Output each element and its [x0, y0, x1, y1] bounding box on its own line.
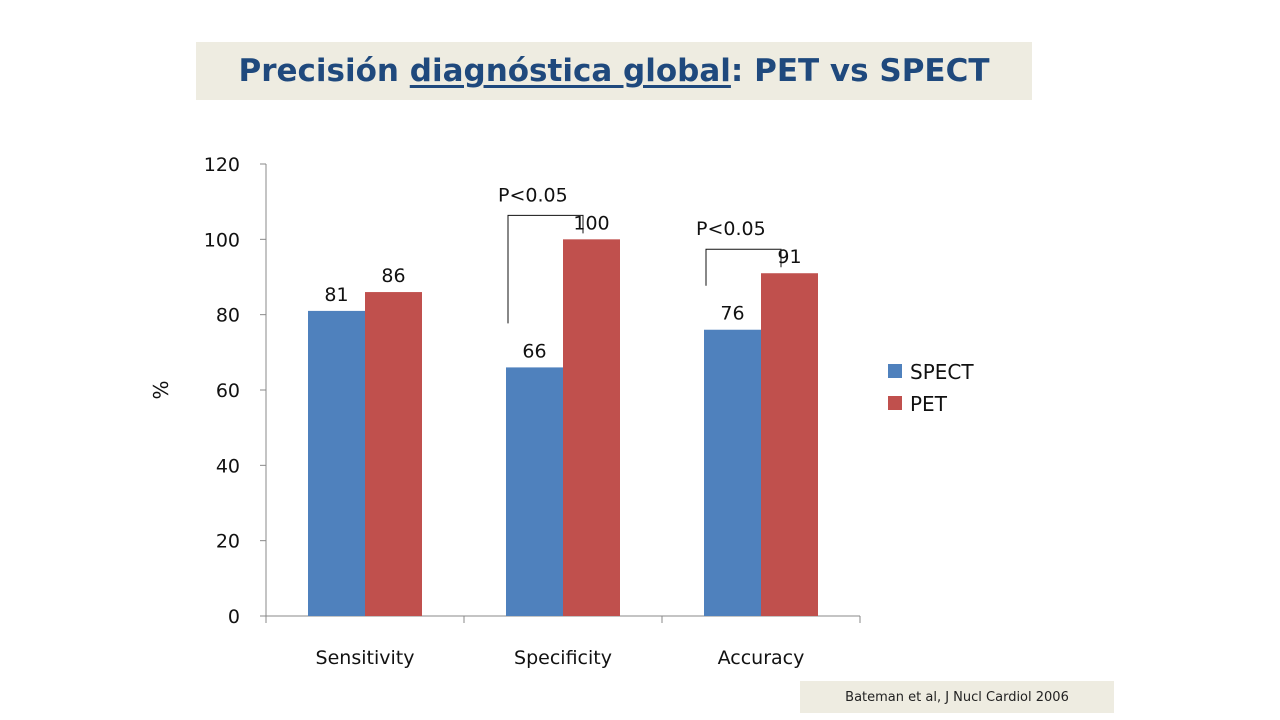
data-label: 86 — [381, 265, 405, 287]
y-tick-label: 100 — [204, 229, 240, 251]
bar-pet — [761, 273, 818, 616]
bar-spect — [308, 310, 365, 616]
y-tick-label: 40 — [216, 455, 240, 477]
citation-box: Bateman et al, J Nucl Cardiol 2006 — [800, 681, 1114, 713]
x-tick-label: Specificity — [514, 647, 612, 669]
legend-label: PET — [910, 392, 948, 416]
data-label: 81 — [324, 284, 348, 306]
bar-pet — [563, 239, 620, 617]
x-tick-label: Accuracy — [718, 647, 805, 669]
data-label: 66 — [522, 340, 546, 362]
bar-spect — [704, 329, 761, 616]
bar-spect — [506, 367, 563, 616]
x-tick-label: Sensitivity — [316, 647, 415, 669]
data-label: 100 — [573, 212, 609, 234]
data-label: 91 — [777, 246, 801, 268]
significance-bracket — [507, 214, 584, 324]
y-tick-label: 0 — [228, 606, 240, 628]
y-tick-label: 80 — [216, 305, 240, 327]
title-part-1: Precisión — [238, 53, 410, 89]
significance-bracket — [705, 248, 782, 286]
legend-label: SPECT — [910, 360, 974, 384]
title-banner: Precisión diagnóstica global: PET vs SPE… — [196, 42, 1032, 100]
y-tick-label: 120 — [204, 154, 240, 176]
slide-title: Precisión diagnóstica global: PET vs SPE… — [238, 53, 989, 89]
legend-swatch-spect — [888, 364, 902, 378]
title-part-3: : PET vs SPECT — [730, 53, 990, 89]
title-part-underlined: diagnóstica global — [409, 53, 731, 89]
data-label: 76 — [720, 303, 744, 325]
y-axis-label: % — [149, 380, 173, 399]
y-tick-label: 60 — [216, 380, 240, 402]
bar-pet — [365, 292, 422, 616]
y-tick-label: 20 — [216, 531, 240, 553]
significance-label: P<0.05 — [696, 218, 766, 240]
legend-swatch-pet — [888, 396, 902, 410]
citation-text: Bateman et al, J Nucl Cardiol 2006 — [845, 689, 1069, 705]
significance-label: P<0.05 — [498, 184, 568, 206]
